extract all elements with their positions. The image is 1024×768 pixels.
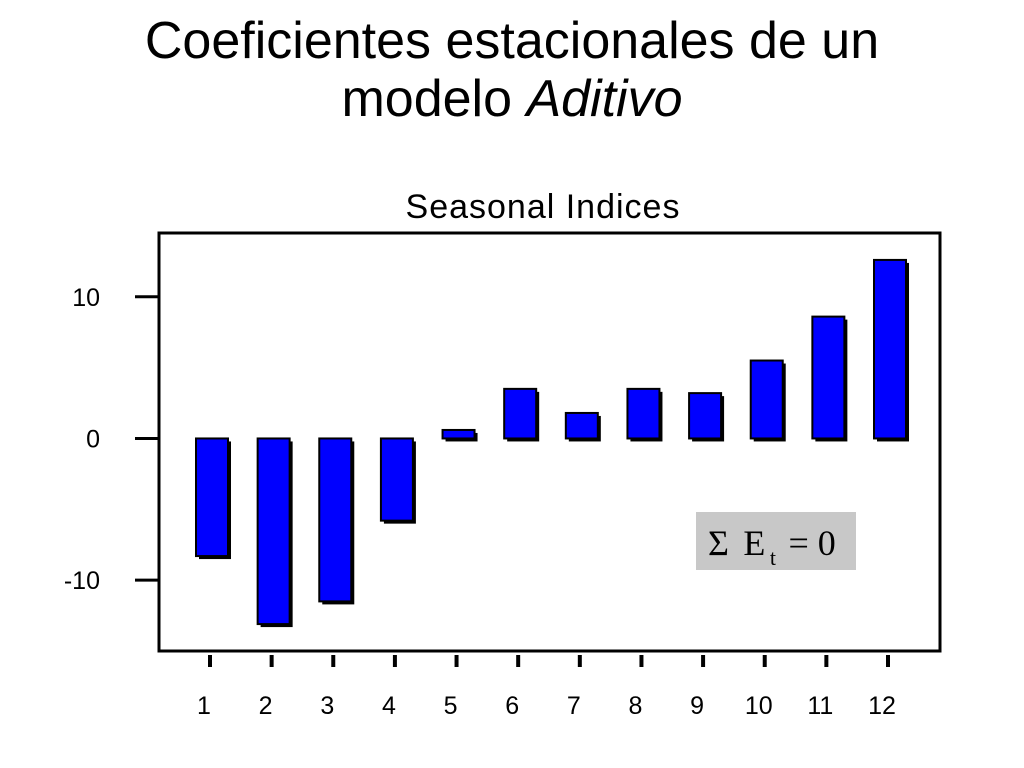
x-tick-label: 5 <box>444 692 458 720</box>
bar <box>379 437 414 522</box>
chart-title: Seasonal Indices <box>406 188 681 226</box>
x-tick-label: 4 <box>382 692 396 720</box>
bar <box>195 437 229 558</box>
x-tick-label: 8 <box>629 692 643 720</box>
equals-zero: = 0 <box>788 523 835 563</box>
bar <box>564 411 599 440</box>
bar <box>749 359 784 440</box>
plot-frame <box>157 231 942 653</box>
x-tick-label: 3 <box>320 692 334 720</box>
y-tick-label: 10 <box>72 284 100 312</box>
x-tick-label: 1 <box>197 692 211 720</box>
slide-title-emphasis: Aditivo <box>526 70 683 128</box>
slide-title-line1: Coeficientes estacionales de un <box>144 12 880 70</box>
sigma-symbol: Σ <box>708 523 729 563</box>
error-subscript: t <box>770 545 776 570</box>
sum-annotation-text: Σ E t = 0 <box>708 523 836 570</box>
x-axis: 1 2 3 4 5 6 7 8 9 10 11 12 <box>197 655 896 720</box>
slide-title-line2: modelo Aditivo <box>0 70 1024 128</box>
bar <box>256 437 291 626</box>
error-symbol: E <box>743 523 765 563</box>
y-tick-label: -10 <box>64 567 100 595</box>
x-tick-label: 11 <box>807 692 833 720</box>
x-tick-label: 10 <box>745 692 773 720</box>
x-tick-label: 7 <box>567 692 581 720</box>
slide-title: Coeficientes estacionales de un modelo A… <box>0 12 1024 128</box>
bar <box>503 387 538 440</box>
bar <box>626 387 661 440</box>
y-axis: 10 0 -10 <box>64 284 159 595</box>
bar <box>873 258 907 440</box>
x-tick-label: 12 <box>868 692 896 720</box>
sum-annotation-background <box>696 512 856 570</box>
bar <box>318 437 353 603</box>
x-tick-label: 2 <box>259 692 273 720</box>
bar-group <box>195 258 909 628</box>
sum-annotation: Σ E t = 0 <box>696 512 856 570</box>
bar <box>688 392 723 440</box>
x-tick-label: 9 <box>690 692 704 720</box>
bar <box>441 428 476 440</box>
y-tick-label: 0 <box>86 425 100 453</box>
x-tick-label: 6 <box>505 692 519 720</box>
bar <box>811 315 846 440</box>
slide-title-prefix: modelo <box>341 70 527 128</box>
